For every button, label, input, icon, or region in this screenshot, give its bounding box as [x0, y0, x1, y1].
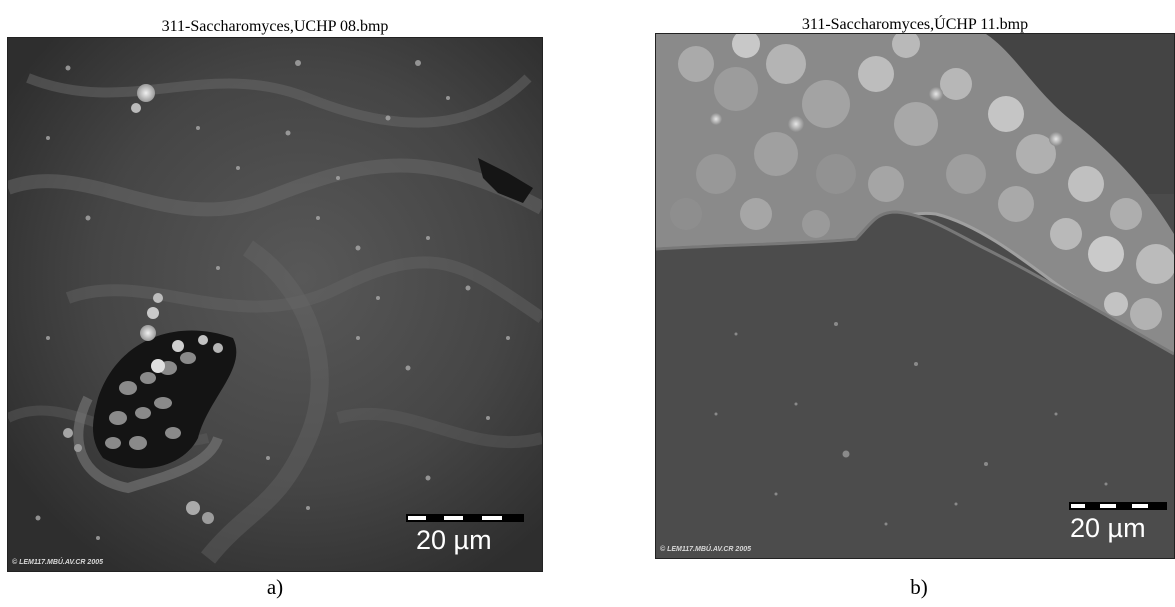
sem-micrograph-a: 20 µm © LEM117.MBÚ.AV.CR 2005: [7, 37, 543, 572]
scale-label-b: 20 µm: [1070, 513, 1146, 543]
copyright-b: © LEM117.MBÚ.AV.CR 2005: [660, 546, 752, 553]
micrograph-a-image: [8, 38, 542, 571]
scale-bar-a: [406, 514, 524, 522]
caption-a: a): [266, 575, 284, 599]
copyright-a: © LEM117.MBÚ.AV.CR 2005: [12, 559, 104, 566]
scale-label-a: 20 µm: [416, 525, 492, 555]
scale-bar-b: [1069, 502, 1167, 510]
image-filename-b: 311-Saccharomyces,ÚCHP 11.bmp: [801, 16, 1029, 33]
sem-micrograph-b: 20 µm © LEM117.MBÚ.AV.CR 2005: [655, 33, 1175, 559]
micrograph-b-image: [656, 34, 1174, 558]
image-filename-a: 311-Saccharomyces,UCHP 08.bmp: [161, 18, 389, 35]
caption-b: b): [910, 575, 928, 599]
